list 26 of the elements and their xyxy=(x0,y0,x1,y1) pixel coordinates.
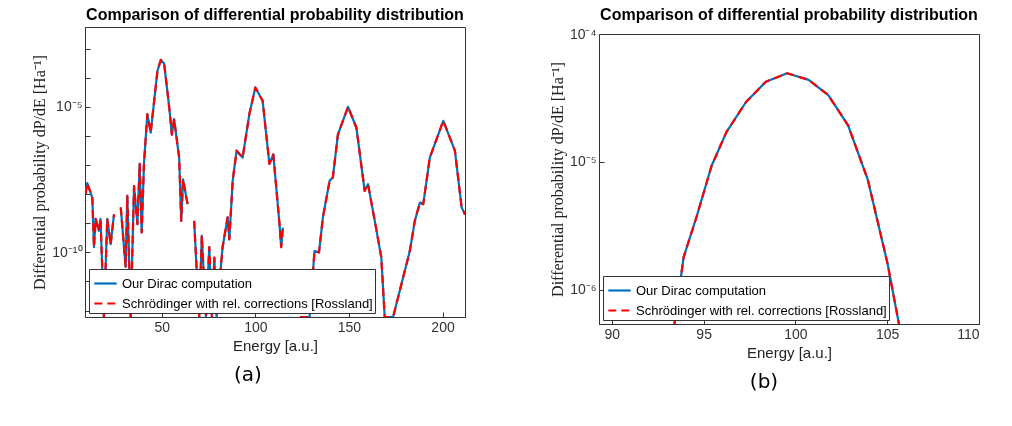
x-tick-label: 150 xyxy=(337,318,362,335)
y-tick-label: 10⁻⁴ xyxy=(569,25,596,42)
chart-title: Comparison of differential probability distribution xyxy=(86,6,464,23)
y-tick-label: 10⁻⁵ xyxy=(569,153,596,170)
legend-label: Schrödinger with rel. corrections [Rossland] xyxy=(635,302,887,318)
x-tick-label: 50 xyxy=(154,318,171,335)
x-tick-label: 90 xyxy=(604,325,620,342)
legend-label: Schrödinger with rel. corrections [Rossland] xyxy=(122,295,373,311)
x-tick-label: 200 xyxy=(431,318,455,335)
x-tick-label: 105 xyxy=(875,325,900,342)
y-axis-title: Differential probability dP/dE [Ha⁻¹] xyxy=(31,55,50,290)
y-axis-title: Differential probability dP/dE [Ha⁻¹] xyxy=(548,62,567,297)
legend-label: Our Dirac computation xyxy=(635,282,766,298)
x-tick-label: 95 xyxy=(695,325,712,342)
y-tick-label: 10⁻⁵ xyxy=(56,98,83,115)
x-axis-title: Energy [a.u.] xyxy=(746,343,832,361)
chart-title: Comparison of differential probability distribution xyxy=(599,6,978,23)
x-tick-label: 110 xyxy=(956,325,980,342)
text: (b) xyxy=(749,369,779,393)
y-tick-label: 10⁻¹⁰ xyxy=(52,243,83,260)
text: (a) xyxy=(234,362,262,386)
y-tick-label: 10⁻⁶ xyxy=(569,281,596,298)
legend-label: Our Dirac computation xyxy=(122,275,253,291)
x-tick-label: 100 xyxy=(783,325,808,342)
x-tick-label: 100 xyxy=(244,318,268,335)
x-axis-title: Energy [a.u.] xyxy=(232,336,319,354)
